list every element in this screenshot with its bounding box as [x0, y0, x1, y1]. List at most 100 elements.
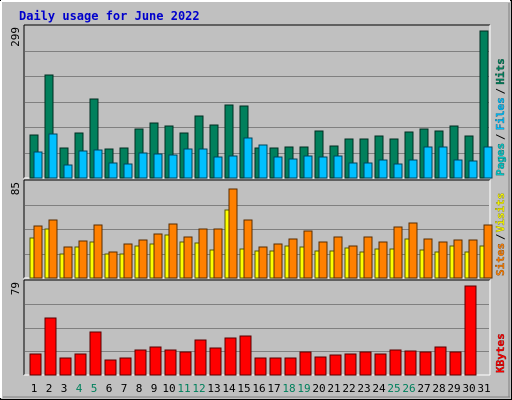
bar-files-day-29 [453, 159, 463, 179]
bar-kbytes-day-1 [29, 353, 42, 376]
x-tick-label-day-6: 6 [106, 382, 113, 395]
bar-sites-day-30 [468, 239, 478, 279]
x-tick-label-day-16: 16 [252, 382, 265, 395]
x-tick-label-day-21: 21 [327, 382, 340, 395]
x-tick-label-day-30: 30 [462, 382, 475, 395]
bar-files-day-25 [393, 163, 403, 179]
bar-sites-day-24 [378, 241, 388, 279]
legend-kbytes: KBytes [494, 333, 507, 373]
bar-kbytes-day-12 [194, 339, 207, 376]
bar-files-day-8 [138, 152, 148, 179]
bar-files-day-27 [423, 146, 433, 179]
legend-sites: Sites [494, 243, 507, 276]
bar-kbytes-day-21 [329, 354, 342, 376]
bar-files-day-21 [333, 155, 343, 179]
bar-kbytes-day-19 [299, 351, 312, 376]
x-tick-label-day-15: 15 [237, 382, 250, 395]
x-tick-label-day-8: 8 [136, 382, 143, 395]
bar-sites-day-7 [123, 243, 133, 279]
x-tick-label-day-26: 26 [402, 382, 415, 395]
bar-kbytes-day-14 [224, 337, 237, 376]
bar-kbytes-day-9 [149, 346, 162, 376]
legend-separator: / [494, 233, 507, 240]
bar-kbytes-day-8 [134, 349, 147, 376]
legend-separator: / [494, 88, 507, 95]
bar-sites-day-14 [228, 188, 238, 279]
bar-kbytes-day-23 [359, 351, 372, 376]
bar-kbytes-day-22 [344, 353, 357, 376]
bar-sites-day-29 [453, 239, 463, 279]
bar-files-day-28 [438, 146, 448, 179]
bar-sites-day-21 [333, 236, 343, 279]
bar-kbytes-day-4 [74, 353, 87, 376]
bar-kbytes-day-29 [449, 351, 462, 376]
x-tick-label-day-23: 23 [357, 382, 370, 395]
bar-files-day-12 [198, 148, 208, 179]
bar-files-day-26 [408, 159, 418, 179]
bar-files-day-2 [48, 133, 58, 179]
bar-sites-day-16 [258, 246, 268, 279]
y-max-label: 85 [9, 182, 22, 195]
x-tick-label-day-11: 11 [177, 382, 190, 395]
x-tick-label-day-20: 20 [312, 382, 325, 395]
bar-sites-day-22 [348, 245, 358, 279]
bar-kbytes-day-5 [89, 331, 102, 376]
bar-kbytes-day-17 [269, 357, 282, 376]
bar-sites-day-5 [93, 224, 103, 279]
bar-sites-day-10 [168, 223, 178, 279]
bar-files-day-7 [123, 163, 133, 179]
bar-files-day-22 [348, 162, 358, 179]
chart-title: Daily usage for June 2022 [19, 9, 200, 23]
x-tick-label-day-13: 13 [207, 382, 220, 395]
bar-files-day-23 [363, 162, 373, 179]
bar-sites-day-8 [138, 239, 148, 279]
legend-pages: Pages [494, 143, 507, 176]
x-tick-label-day-14: 14 [222, 382, 236, 395]
bar-sites-day-15 [243, 219, 253, 279]
bar-sites-day-13 [213, 228, 223, 279]
bar-kbytes-day-26 [404, 350, 417, 376]
x-tick-label-day-29: 29 [447, 382, 460, 395]
bar-files-day-1 [33, 151, 43, 179]
x-tick-label-day-2: 2 [46, 382, 53, 395]
bar-files-day-11 [183, 148, 193, 179]
bar-files-day-15 [243, 137, 253, 179]
x-tick-label-day-19: 19 [297, 382, 310, 395]
bar-kbytes-day-11 [179, 351, 192, 376]
bar-files-day-20 [318, 156, 328, 179]
bar-sites-day-20 [318, 241, 328, 279]
bar-files-day-10 [168, 154, 178, 179]
bar-sites-day-4 [78, 240, 88, 279]
x-tick-label-day-4: 4 [76, 382, 83, 395]
x-tick-label-day-5: 5 [91, 382, 98, 395]
x-tick-label-day-18: 18 [282, 382, 295, 395]
x-tick-label-day-7: 7 [121, 382, 128, 395]
y-max-label: 299 [9, 27, 22, 47]
x-tick-label-day-22: 22 [342, 382, 355, 395]
bar-sites-day-25 [393, 226, 403, 279]
bar-sites-day-12 [198, 228, 208, 279]
bar-files-day-4 [78, 150, 88, 179]
bar-kbytes-day-30 [464, 285, 477, 376]
panel-visits-sites: 85 Sites /Visits [9, 179, 507, 279]
chart-panels: 299Pages/Files/Hits85Sites/Visits79KByte… [9, 24, 507, 376]
legend-files: Files [494, 97, 507, 130]
bar-sites-day-6 [108, 251, 118, 279]
x-tick-label-day-25: 25 [387, 382, 400, 395]
bar-files-day-16 [258, 144, 268, 179]
bar-sites-day-17 [273, 243, 283, 279]
bar-files-day-13 [213, 156, 223, 179]
bar-kbytes-day-16 [254, 357, 267, 376]
bar-kbytes-day-3 [59, 357, 72, 376]
panel-hits-files-pages: 299 Pages / Files / Hits [9, 24, 507, 179]
bar-sites-day-26 [408, 222, 418, 279]
legend-separator: / [494, 133, 507, 140]
x-tick-label-day-27: 27 [417, 382, 430, 395]
x-tick-label-day-3: 3 [61, 382, 68, 395]
bar-files-day-5 [93, 149, 103, 179]
bar-sites-day-23 [363, 236, 373, 279]
bar-sites-day-19 [303, 230, 313, 279]
bar-kbytes-day-2 [44, 317, 57, 376]
bar-files-day-24 [378, 159, 388, 179]
